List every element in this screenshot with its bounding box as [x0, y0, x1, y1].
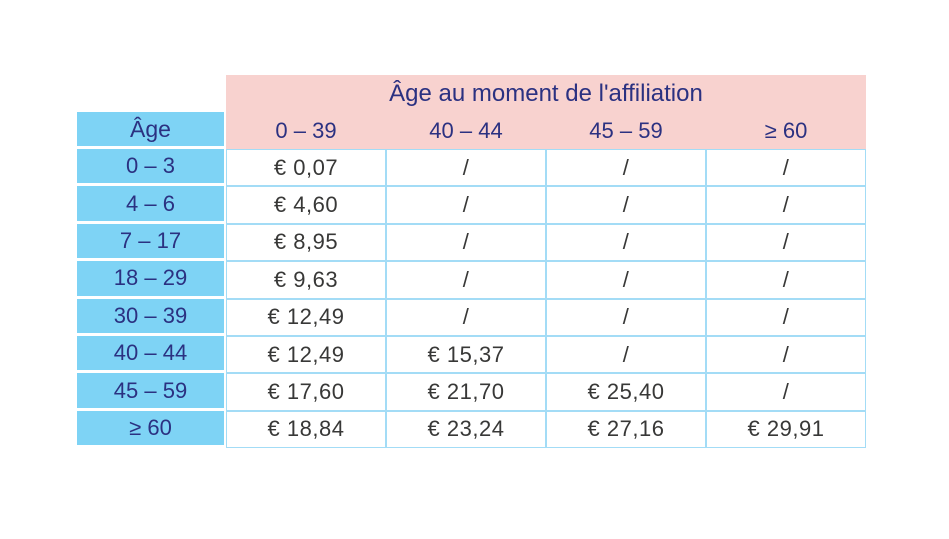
row-label: 40 – 44 — [77, 335, 226, 374]
price-cell: / — [386, 223, 546, 262]
column-header-45-59: 45 – 59 — [546, 112, 706, 149]
price-cell: / — [706, 298, 866, 336]
price-cell: € 29,91 — [706, 410, 866, 449]
price-cell: / — [546, 223, 706, 262]
row-label: 18 – 29 — [77, 261, 226, 299]
price-cell: / — [386, 261, 546, 299]
table-row: 7 – 17 € 8,95 / / / — [77, 223, 866, 262]
price-cell: / — [386, 298, 546, 336]
price-cell: / — [546, 298, 706, 336]
row-label: 7 – 17 — [77, 223, 226, 262]
column-header-row: Âge 0 – 39 40 – 44 45 – 59 ≥ 60 — [77, 112, 866, 149]
table-row: 30 – 39 € 12,49 / / / — [77, 298, 866, 336]
price-cell: / — [706, 373, 866, 411]
price-cell: € 12,49 — [226, 298, 386, 336]
row-label: ≥ 60 — [77, 410, 226, 449]
price-cell: € 0,07 — [226, 149, 386, 187]
price-cell: € 12,49 — [226, 335, 386, 374]
row-label: 0 – 3 — [77, 149, 226, 187]
table-row: 18 – 29 € 9,63 / / / — [77, 261, 866, 299]
column-header-0-39: 0 – 39 — [226, 112, 386, 149]
price-cell: € 9,63 — [226, 261, 386, 299]
row-label: 4 – 6 — [77, 186, 226, 224]
price-cell: € 23,24 — [386, 410, 546, 449]
row-label: 45 – 59 — [77, 373, 226, 411]
corner-spacer — [77, 75, 226, 112]
price-cell: / — [706, 335, 866, 374]
price-cell: / — [706, 186, 866, 224]
price-cell: / — [706, 261, 866, 299]
price-cell: / — [706, 223, 866, 262]
price-cell: / — [546, 149, 706, 187]
column-header-60-plus: ≥ 60 — [706, 112, 866, 149]
table-row: 4 – 6 € 4,60 / / / — [77, 186, 866, 224]
price-cell: / — [386, 186, 546, 224]
title-row: Âge au moment de l'affiliation — [77, 75, 866, 112]
price-cell: € 15,37 — [386, 335, 546, 374]
table-row: 45 – 59 € 17,60 € 21,70 € 25,40 / — [77, 373, 866, 411]
price-cell: / — [706, 149, 866, 187]
price-cell: / — [546, 186, 706, 224]
column-header-40-44: 40 – 44 — [386, 112, 546, 149]
table-row: 0 – 3 € 0,07 / / / — [77, 149, 866, 187]
price-cell: € 25,40 — [546, 373, 706, 411]
row-label: 30 – 39 — [77, 298, 226, 336]
row-header-title: Âge — [77, 112, 226, 149]
price-cell: / — [546, 335, 706, 374]
table-row: ≥ 60 € 18,84 € 23,24 € 27,16 € 29,91 — [77, 410, 866, 449]
price-cell: € 17,60 — [226, 373, 386, 411]
price-cell: € 4,60 — [226, 186, 386, 224]
price-cell: / — [546, 261, 706, 299]
price-cell: € 21,70 — [386, 373, 546, 411]
affiliation-price-table: Âge au moment de l'affiliation Âge 0 – 3… — [77, 75, 866, 449]
table-row: 40 – 44 € 12,49 € 15,37 / / — [77, 335, 866, 374]
price-cell: € 8,95 — [226, 223, 386, 262]
price-cell: / — [386, 149, 546, 187]
price-cell: € 27,16 — [546, 410, 706, 449]
table-title: Âge au moment de l'affiliation — [226, 75, 866, 112]
price-cell: € 18,84 — [226, 410, 386, 449]
